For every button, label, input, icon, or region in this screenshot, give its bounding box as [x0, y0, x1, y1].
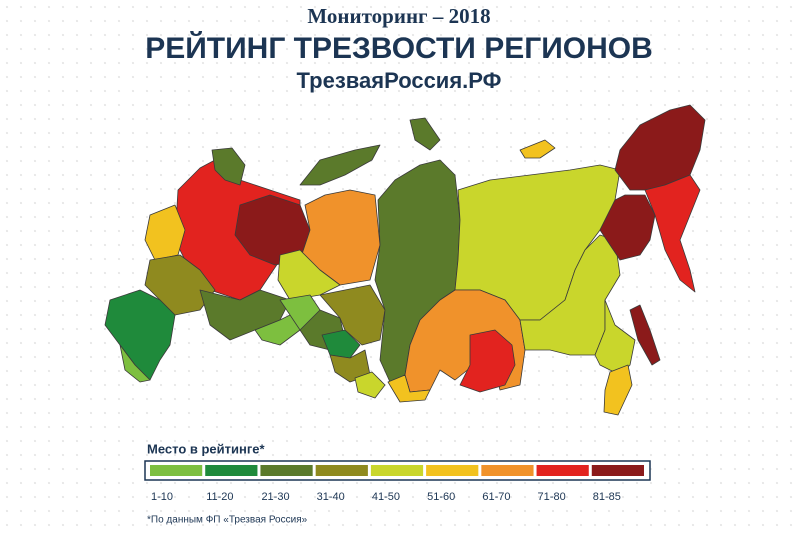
region [603, 364, 633, 416]
legend-swatch [260, 465, 313, 476]
subtitle: Мониторинг – 2018 [307, 4, 490, 28]
region [319, 284, 386, 346]
region [519, 139, 556, 159]
russia-map [104, 104, 706, 416]
region [409, 117, 441, 151]
region [354, 371, 386, 399]
region [277, 249, 341, 301]
legend-label: 71-80 [538, 491, 566, 503]
legend-label: 31-40 [317, 491, 345, 503]
title: РЕЙТИНГ ТРЕЗВОСТИ РЕГИОНОВ [145, 31, 653, 65]
legend-swatch [315, 465, 368, 476]
region [299, 144, 381, 186]
legend: 1-10 11-20 21-30 31-40 41-50 51-60 61-70 71-80 8… [150, 465, 644, 503]
legend-label: 81-85 [593, 491, 621, 503]
region [599, 194, 656, 261]
legend-label: 11-20 [206, 491, 233, 503]
region [211, 147, 246, 186]
legend-label: 51-60 [427, 491, 455, 503]
region [387, 374, 431, 403]
legend-label: 1-10 [151, 491, 173, 503]
footnote: *По данным ФП «Трезвая Россия» [147, 515, 308, 526]
legend-swatch [591, 465, 644, 476]
region [614, 104, 706, 191]
legend-label: 61-70 [482, 491, 510, 503]
region [519, 234, 621, 356]
legend-swatch [150, 465, 203, 476]
legend-swatch [426, 465, 479, 476]
region [299, 189, 381, 286]
legend-swatch [481, 465, 534, 476]
region [144, 254, 216, 316]
region [119, 344, 151, 383]
legend-label: 41-50 [372, 491, 400, 503]
region [104, 289, 176, 381]
region [644, 174, 701, 293]
legend-label: 21-30 [261, 491, 289, 503]
region [629, 304, 661, 366]
legend-swatch [536, 465, 589, 476]
legend-swatch [370, 465, 424, 476]
legend-swatch [205, 465, 258, 476]
region [459, 329, 516, 393]
legend-title: Место в рейтинге* [147, 441, 265, 456]
region [321, 329, 361, 359]
site: ТрезваяРоссия.РФ [297, 68, 502, 93]
